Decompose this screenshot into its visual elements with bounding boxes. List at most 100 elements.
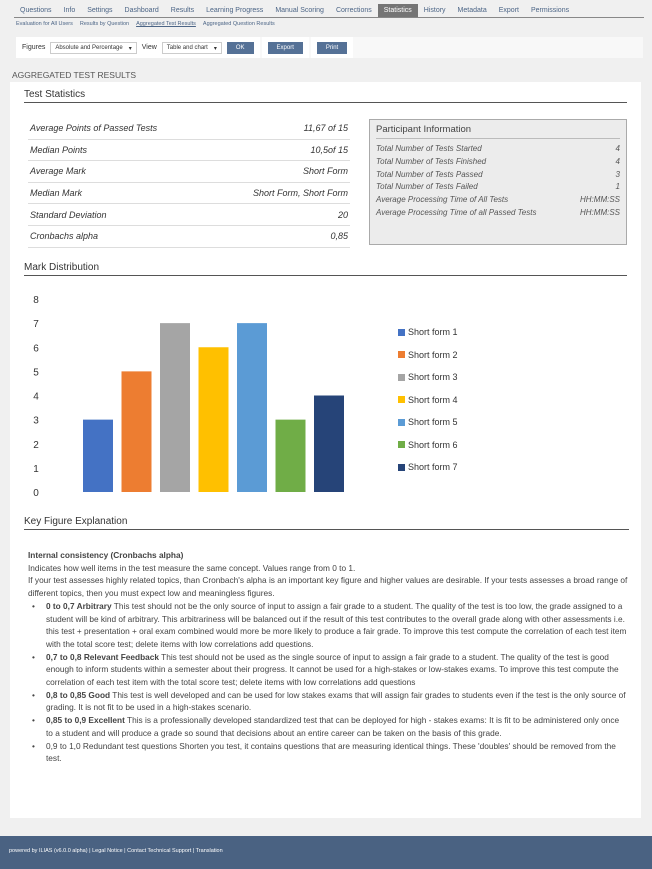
y-tick-label: 6	[33, 343, 39, 354]
stat-value: Short Form	[302, 166, 348, 177]
participant-value: HH:MM:SS	[580, 195, 620, 205]
legend-item: Short form 3	[398, 366, 458, 389]
stat-label: Median Mark	[30, 188, 83, 199]
participant-label: Average Processing Time of All Tests	[376, 195, 509, 205]
stat-value: 0,85	[330, 231, 348, 242]
y-tick-label: 3	[33, 416, 39, 427]
kfe-item: 0,85 to 0,9 Excellent This is a professi…	[28, 714, 628, 739]
legend-item: Short form 6	[398, 434, 458, 457]
page-heading: AGGREGATED TEST RESULTS	[12, 70, 137, 80]
tab-statistics[interactable]: Statistics	[377, 4, 418, 17]
footer-link[interactable]: Legal Notice	[92, 848, 123, 854]
kfe-heading: Internal consistency (Cronbachs alpha)	[28, 550, 184, 560]
tab-export[interactable]: Export	[498, 7, 519, 14]
figures-select[interactable]: Absolute and Percentage ▾	[50, 41, 137, 54]
kfe-item: 0,8 to 0,85 Good This test is well devel…	[28, 689, 628, 714]
participant-label: Total Number of Tests Finished	[376, 156, 487, 166]
view-select[interactable]: Table and chart ▾	[161, 41, 222, 54]
legend-swatch	[398, 328, 405, 336]
chart-legend: Short form 1 Short form 2 Short form 3 Shor…	[398, 321, 458, 479]
stat-row: Average Mark Short Form	[28, 161, 350, 183]
stat-value: Short Form, Short Form	[252, 188, 348, 199]
legend-label: Short form 1	[408, 327, 458, 338]
test-statistics-title: Test Statistics	[24, 89, 627, 103]
kfe-item: 0 to 0,7 Arbitrary This test should not …	[28, 600, 628, 651]
legend-swatch	[398, 396, 405, 404]
y-tick-label: 8	[33, 295, 39, 306]
legend-label: Short form 3	[408, 372, 458, 383]
stat-value: 10,5of 15	[310, 144, 348, 155]
kfe-item: 0,7 to 0,8 Relevant Feedback This test s…	[28, 651, 628, 689]
tab-corrections[interactable]: Corrections	[335, 7, 372, 14]
stat-label: Average Mark	[30, 166, 86, 177]
footer-link[interactable]: Translation	[195, 848, 223, 854]
tab-questions[interactable]: Questions	[20, 7, 52, 14]
participant-value: 1	[615, 182, 620, 192]
y-tick-label: 2	[33, 440, 39, 451]
mark-distribution-title: Mark Distribution	[24, 262, 627, 276]
tab-permissions[interactable]: Permissions	[530, 7, 570, 14]
tab-manual-scoring[interactable]: Manual Scoring	[275, 7, 324, 14]
participant-label: Average Processing Time of all Passed Te…	[376, 207, 537, 217]
subtab-results-by-question[interactable]: Results by Question	[79, 21, 130, 27]
dropdown-arrow-icon: ▾	[128, 45, 132, 52]
tab-results[interactable]: Results	[170, 7, 195, 14]
participant-row: Total Number of Tests Passed 3	[376, 170, 620, 183]
kfe-paragraph: Indicates how well items in the test mea…	[28, 562, 356, 573]
participant-value: 4	[615, 156, 620, 166]
y-tick-label: 7	[33, 319, 39, 330]
legend-item: Short form 1	[398, 321, 458, 344]
legend-label: Short form 7	[408, 462, 458, 473]
tab-dashboard[interactable]: Dashboard	[124, 7, 159, 14]
tab-learning-progress[interactable]: Learning Progress	[206, 7, 264, 14]
view-value: Table and chart	[166, 44, 208, 51]
participant-row: Average Processing Time of All Tests HH:M…	[376, 195, 620, 208]
legend-item: Short form 4	[398, 389, 458, 412]
subtab-aggregated-test-results[interactable]: Aggregated Test Results	[136, 21, 196, 27]
export-button[interactable]: Export	[267, 41, 303, 54]
y-tick-label: 5	[33, 367, 39, 378]
print-button[interactable]: Print	[316, 41, 348, 54]
subtab-evaluation-for-all-users[interactable]: Evaluation for All Users	[16, 21, 73, 27]
legend-label: Short form 2	[408, 349, 458, 360]
tab-metadata[interactable]: Metadata	[457, 7, 487, 14]
tab-settings[interactable]: Settings	[87, 7, 113, 14]
kfe-item-text: This test is well developed and can be u…	[46, 689, 626, 713]
legend-swatch	[398, 373, 405, 381]
stat-value: 11,67 of 15	[303, 123, 348, 134]
test-statistics-table: Average Points of Passed Tests 11,67 of 1…	[28, 118, 350, 248]
participant-information: Participant Information Total Number of …	[369, 119, 627, 245]
y-tick-label: 1	[33, 464, 39, 475]
stat-label: Cronbachs alpha	[30, 231, 99, 242]
legend-label: Short form 4	[408, 394, 458, 405]
stat-label: Median Points	[30, 144, 88, 155]
bar-3	[160, 323, 190, 492]
bar-2	[121, 371, 152, 492]
footer: powered by ILIAS (v6.0.0 alpha) | Legal …	[0, 836, 652, 869]
stat-value: 20	[337, 209, 348, 220]
stat-label: Average Points of Passed Tests	[30, 123, 158, 134]
stat-row: Median Mark Short Form, Short Form	[28, 183, 350, 205]
participant-value: 4	[615, 144, 620, 153]
kfe-item-text: This is a professionally developed stand…	[46, 715, 620, 738]
tab-history[interactable]: History	[423, 7, 446, 14]
legend-swatch	[398, 351, 405, 359]
kfe-item-text: This test should not be the only source …	[46, 600, 627, 649]
tab-info[interactable]: Info	[63, 7, 76, 14]
participant-label: Total Number of Tests Passed	[376, 169, 483, 179]
stat-row: Cronbachs alpha 0,85	[28, 226, 350, 248]
legend-item: Short form 5	[398, 411, 458, 434]
kfe-item-term: 0,8 to 0,85 Good	[46, 689, 111, 700]
y-tick-label: 0	[33, 488, 39, 499]
participant-row: Total Number of Tests Finished 4	[376, 157, 620, 170]
bar-7	[314, 395, 344, 492]
subtab-aggregated-question-results[interactable]: Aggregated Question Results	[202, 21, 275, 27]
kfe-item: 0,9 to 1,0 Redundant test questions Shor…	[28, 740, 628, 765]
participant-row: Average Processing Time of all Passed Te…	[376, 208, 620, 221]
ok-button[interactable]: OK	[226, 41, 254, 54]
kfe-item-term: 0,85 to 0,9 Excellent	[46, 715, 125, 726]
legend-swatch	[398, 441, 405, 449]
key-figure-title: Key Figure Explanation	[24, 516, 629, 530]
view-label: View	[141, 44, 157, 51]
footer-link[interactable]: Contact Technical Support	[127, 848, 192, 854]
